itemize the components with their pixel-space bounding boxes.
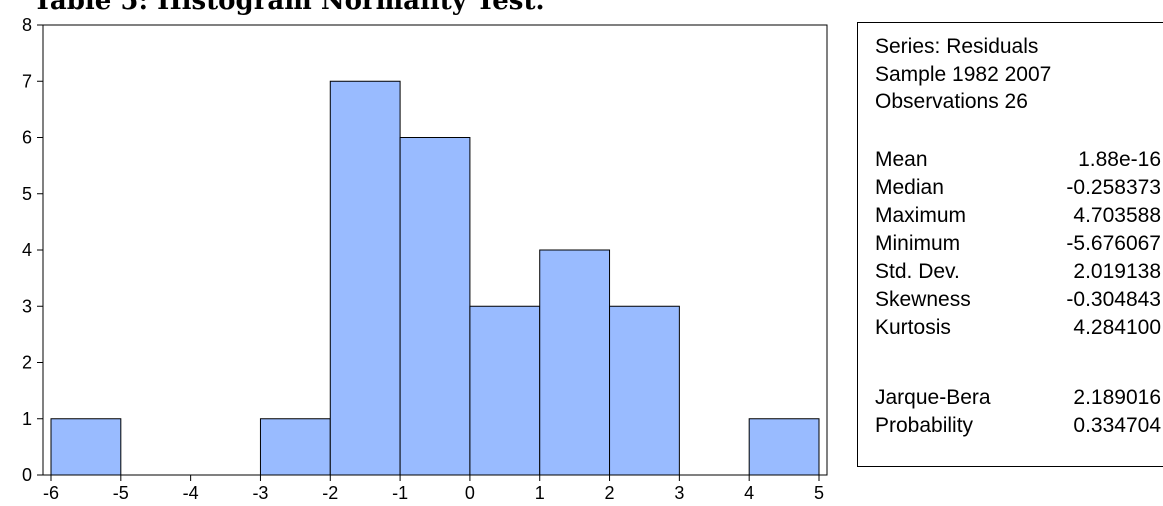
histogram-bar <box>329 80 401 476</box>
x-tick-label: 4 <box>744 483 754 503</box>
histogram-bar <box>259 418 331 476</box>
y-tick-label: 6 <box>22 128 32 148</box>
chart-title: Table 5: Histogram Normality Test. <box>33 0 545 16</box>
stat-label-std-dev: Std. Dev. <box>875 260 960 283</box>
y-tick-label: 2 <box>22 353 32 373</box>
y-tick-label: 7 <box>22 71 32 91</box>
series-name: Series: Residuals <box>875 35 1039 58</box>
histogram-bar <box>469 305 541 476</box>
stat-value-jarque-bera: 2.189016 <box>1073 386 1161 409</box>
x-tick-label: -6 <box>43 483 59 503</box>
stat-value-kurtosis: 4.284100 <box>1073 316 1161 339</box>
sample-range: Sample 1982 2007 <box>875 63 1052 86</box>
x-tick-label: -1 <box>392 483 408 503</box>
x-tick-label: 2 <box>605 483 615 503</box>
y-tick-label: 8 <box>22 15 32 35</box>
statistics-panel: Series: Residuals Sample 1982 2007 Obser… <box>857 22 1163 467</box>
histogram-bar <box>609 305 680 476</box>
histogram-bar <box>399 137 471 476</box>
y-tick-label: 0 <box>22 465 32 485</box>
x-tick-label: -5 <box>113 483 129 503</box>
stat-label-maximum: Maximum <box>875 204 967 227</box>
x-tick-label: 3 <box>674 483 684 503</box>
stat-label-mean: Mean <box>875 148 928 171</box>
histogram-bar <box>748 418 820 476</box>
stat-label-minimum: Minimum <box>875 232 961 255</box>
x-tick-label: -4 <box>183 483 199 503</box>
stat-label-kurtosis: Kurtosis <box>875 316 951 339</box>
x-tick-label: -2 <box>322 483 338 503</box>
x-tick-label: 1 <box>535 483 545 503</box>
stat-value-median: -0.258373 <box>1066 176 1161 199</box>
x-tick-label: -3 <box>252 483 268 503</box>
stat-label-jarque-bera: Jarque-Bera <box>875 386 991 409</box>
y-tick-label: 1 <box>22 409 32 429</box>
stat-value-skewness: -0.304843 <box>1066 288 1161 311</box>
y-tick-label: 4 <box>22 240 32 260</box>
stat-label-skewness: Skewness <box>875 288 971 311</box>
histogram-chart: 0 1 2 3 4 5 6 7 8 -6 -5 -4 -3 -2 -1 0 1 2 3 4 5 <box>22 15 828 503</box>
stat-label-probability: Probability <box>875 414 974 437</box>
stat-label-median: Median <box>875 176 944 199</box>
x-tick-label: 0 <box>465 483 475 503</box>
stat-value-probability: 0.334704 <box>1073 414 1161 437</box>
y-tick-label: 3 <box>22 296 32 316</box>
x-tick-label: 5 <box>814 483 824 503</box>
stat-value-mean: 1.88e-16 <box>1078 148 1161 171</box>
stat-value-maximum: 4.703588 <box>1073 204 1161 227</box>
y-tick-label: 5 <box>22 184 32 204</box>
observations-count: Observations 26 <box>875 90 1028 113</box>
histogram-bar <box>50 418 122 476</box>
stat-value-minimum: -5.676067 <box>1066 232 1161 255</box>
histogram-bar <box>539 249 611 476</box>
stat-value-std-dev: 2.019138 <box>1073 260 1161 283</box>
